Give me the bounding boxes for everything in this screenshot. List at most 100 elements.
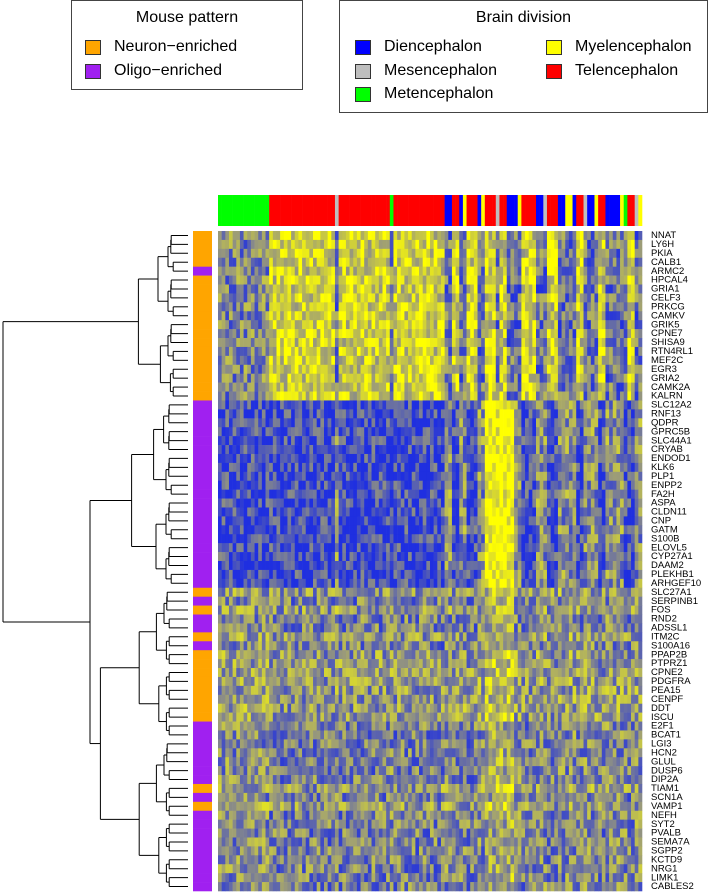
heatmap-cell	[627, 257, 632, 267]
heatmap-cell	[477, 373, 482, 383]
heatmap-cell	[444, 516, 449, 526]
heatmap-cell	[400, 284, 405, 294]
heatmap-cell	[546, 552, 551, 562]
heatmap-cell	[631, 489, 635, 499]
heatmap-cell	[459, 436, 464, 446]
heatmap-cell	[397, 436, 402, 446]
heatmap-cell	[583, 534, 588, 544]
heatmap-cell	[404, 400, 409, 410]
heatmap-cell	[528, 266, 533, 276]
heatmap-cell	[528, 275, 533, 285]
column-annotation-cell	[371, 195, 376, 226]
heatmap-cell	[499, 561, 504, 571]
heatmap-cell	[305, 578, 310, 589]
heatmap-cell	[473, 516, 478, 526]
heatmap-cell	[415, 257, 420, 267]
heatmap-cell	[561, 382, 566, 392]
heatmap-cell	[324, 552, 328, 562]
heatmap-cell	[225, 302, 230, 312]
heatmap-cell	[525, 516, 529, 526]
heatmap-cell	[389, 552, 394, 562]
heatmap-cell	[609, 302, 614, 312]
heatmap-cell	[302, 409, 307, 419]
heatmap-cell	[536, 346, 540, 357]
heatmap-cell	[631, 534, 635, 544]
heatmap-cell	[283, 507, 288, 517]
heatmap-cell	[462, 534, 467, 544]
heatmap-cell	[261, 462, 266, 473]
heatmap-cell	[393, 462, 398, 473]
heatmap-cell	[448, 329, 453, 339]
heatmap-cell	[269, 346, 274, 357]
heatmap-cell	[378, 427, 383, 437]
heatmap-cell	[543, 436, 548, 446]
heatmap-cell	[331, 569, 336, 580]
heatmap-cell	[426, 552, 431, 562]
heatmap-cell	[338, 311, 343, 321]
heatmap-cell	[444, 302, 449, 312]
heatmap-cell	[444, 543, 449, 553]
heatmap-cell	[397, 578, 402, 589]
heatmap-cell	[473, 480, 478, 490]
heatmap-cell	[576, 346, 581, 357]
heatmap-cell	[386, 498, 391, 508]
heatmap-cell	[495, 364, 500, 375]
heatmap-cell	[638, 489, 643, 499]
heatmap-cell	[532, 266, 537, 276]
heatmap-cell	[488, 257, 493, 267]
row-annotation-cell	[193, 873, 212, 883]
heatmap-cell	[481, 364, 486, 375]
heatmap-cell	[462, 391, 467, 401]
heatmap-cell	[397, 552, 402, 562]
heatmap-cell	[481, 427, 486, 437]
heatmap-cell	[393, 320, 398, 330]
heatmap-cell	[386, 525, 391, 535]
heatmap-cell	[254, 248, 259, 259]
heatmap-cell	[543, 569, 548, 580]
heatmap-cell	[349, 543, 354, 553]
heatmap-cell	[623, 248, 628, 259]
heatmap-cell	[378, 507, 383, 517]
heatmap-cell	[400, 400, 405, 410]
heatmap-cell	[623, 498, 628, 508]
heatmap-cell	[276, 462, 281, 473]
heatmap-cell	[499, 382, 504, 392]
heatmap-cell	[221, 266, 226, 276]
heatmap-cell	[470, 364, 475, 375]
heatmap-cell	[239, 338, 244, 348]
heatmap-cell	[594, 257, 599, 267]
heatmap-cell	[236, 578, 241, 589]
heatmap-cell	[356, 507, 361, 517]
heatmap-cell	[221, 534, 226, 544]
heatmap-cell	[521, 329, 526, 339]
heatmap-cell	[408, 436, 413, 446]
heatmap-cell	[269, 578, 274, 589]
heatmap-cell	[324, 346, 328, 357]
column-annotation-cell	[305, 195, 310, 226]
heatmap-cell	[612, 489, 617, 499]
heatmap-cell	[448, 534, 453, 544]
heatmap-cell	[470, 453, 475, 464]
heatmap-cell	[280, 552, 285, 562]
heatmap-cell	[550, 427, 555, 437]
heatmap-cell	[375, 400, 380, 410]
heatmap-cell	[572, 248, 577, 259]
heatmap-cell	[269, 284, 274, 294]
heatmap-cell	[422, 400, 427, 410]
heatmap-cell	[528, 239, 533, 250]
heatmap-cell	[228, 507, 233, 517]
heatmap-cell	[382, 346, 387, 357]
heatmap-cell	[448, 578, 453, 589]
heatmap-cell	[269, 338, 274, 348]
heatmap-cell	[415, 320, 420, 330]
heatmap-cell	[408, 578, 413, 589]
heatmap-cell	[426, 248, 431, 259]
heatmap-cell	[334, 231, 339, 241]
heatmap-cell	[587, 346, 592, 357]
heatmap-cell	[484, 436, 489, 446]
heatmap-cell	[459, 320, 464, 330]
heatmap-cell	[324, 239, 328, 250]
heatmap-cell	[455, 427, 460, 437]
heatmap-cell	[470, 543, 475, 553]
heatmap-cell	[510, 382, 515, 392]
